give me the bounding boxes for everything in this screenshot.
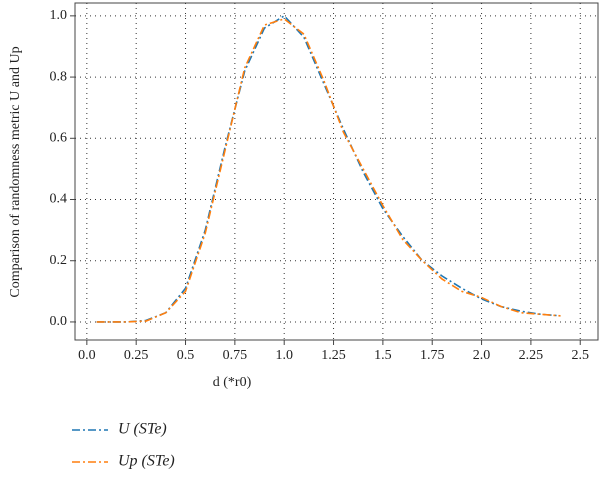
line-series [96,18,561,323]
x-tick-label: 1.5 [374,348,392,363]
x-tick-label: 0.0 [78,348,96,363]
x-tick-label: 0.5 [177,348,195,363]
legend: U (STe) Up (STe) [72,421,175,470]
legend-label: Up (STe) [118,453,175,470]
x-tick-label: 2.25 [519,348,544,363]
y-tick-label: 0.0 [50,314,68,329]
y-tick-label: 0.4 [50,192,68,207]
y-tick-label: 1.0 [50,8,68,23]
y-tick-label: 0.8 [50,69,68,84]
x-tick-label: 0.25 [124,348,149,363]
x-tick-label: 2.0 [473,348,491,363]
x-tick-label: 1.25 [321,348,346,363]
legend-label: U (STe) [118,421,167,438]
x-tick-label: 1.0 [275,348,293,363]
plot-frame [74,2,599,341]
x-tick-label: 2.5 [571,348,589,363]
line-series [96,14,561,323]
x-axis-label: d (*r0) [213,375,252,390]
y-tick-label: 0.6 [50,131,68,146]
y-axis-label: Comparison of randomness metric U and Up [8,46,23,297]
x-tick-label: 0.75 [223,348,248,363]
y-tick-label: 0.2 [50,253,68,268]
x-tick-label: 1.75 [420,348,445,363]
